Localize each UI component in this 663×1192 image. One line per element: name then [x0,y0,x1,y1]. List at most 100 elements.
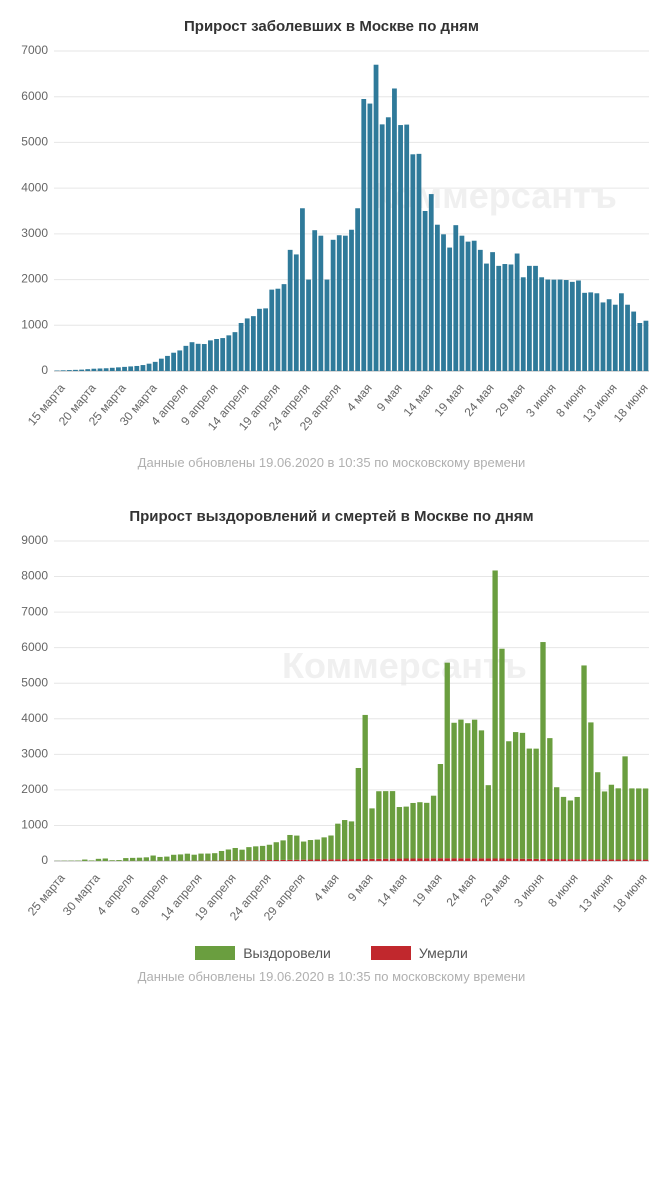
bar [533,266,538,371]
bar [499,859,504,861]
bar [141,365,146,371]
bar [613,305,618,371]
bar [383,859,388,861]
bar [490,252,495,371]
x-tick-label: 4 мая [311,871,342,904]
bar [159,359,164,371]
bar [637,323,642,371]
chart-recov-deaths: Прирост выздоровлений и смертей в Москве… [0,498,663,984]
bar [315,860,320,861]
bar [205,854,210,861]
x-tick-label: 9 мая [345,871,376,904]
legend-item-deaths: Умерли [371,945,468,961]
chart-cases-plot: Коммерсантъ 0100020003000400050006000700… [12,45,651,377]
bar [417,802,422,858]
x-tick-label: 4 мая [344,381,375,414]
legend-swatch-deaths [371,946,411,960]
bar [301,860,306,861]
bar [245,318,250,371]
bar [616,788,621,859]
bar [533,749,538,859]
legend: Выздоровели Умерли [12,945,651,961]
legend-label-deaths: Умерли [419,945,468,961]
bar [356,768,361,859]
bar [547,738,552,859]
bar [369,859,374,861]
bar [342,820,347,859]
bar [643,788,648,859]
bar [325,280,330,371]
bar [609,785,614,860]
bar [318,236,323,371]
chart-cases-title: Прирост заболевших в Москве по дням [12,18,651,35]
bar [499,649,504,859]
bar [594,293,599,371]
bar [445,663,450,859]
bar [486,785,491,858]
bar [581,859,586,861]
bar [287,860,292,861]
bar [447,248,452,371]
bar [404,859,409,861]
bar [509,264,514,371]
bar [61,370,66,371]
bar [607,299,612,371]
bar [602,791,607,859]
chart-cases-svg: 01000200030004000500060007000 [12,45,651,377]
bar [445,858,450,861]
bar [300,208,305,371]
bar [602,859,607,861]
y-tick-label: 7000 [21,604,48,618]
y-tick-label: 4000 [21,180,48,194]
bar [214,339,219,371]
x-tick-label: 29 мая [477,871,512,909]
bar [506,859,511,861]
bar [629,860,634,861]
bar [570,282,575,371]
y-tick-label: 1000 [21,818,48,832]
bar [301,842,306,860]
bar [219,851,224,861]
bar [315,840,320,860]
bar [208,340,213,371]
bar [520,733,525,859]
bar [458,858,463,861]
bar [335,824,340,860]
bar [144,857,149,861]
bar [558,280,563,371]
bar [520,859,525,861]
bar [539,277,544,371]
bar [226,335,231,371]
bar [453,225,458,371]
bar [79,370,84,371]
bar [246,860,251,861]
chart-cases: Прирост заболевших в Москве по дням Комм… [0,8,663,470]
chart-recov-deaths-plot: Коммерсантъ 0100020003000400050006000700… [12,535,651,867]
x-tick-label: 19 мая [431,381,466,419]
chart-recov-deaths-title: Прирост выздоровлений и смертей в Москве… [12,508,651,525]
bar [308,860,313,861]
bar [185,854,190,861]
bar [643,860,648,861]
bar [308,840,313,860]
bar [128,366,133,371]
bar [380,124,385,371]
legend-item-recovered: Выздоровели [195,945,331,961]
bar [465,858,470,861]
bar [458,720,463,859]
bar [398,125,403,371]
bar [253,846,258,860]
bar [554,787,559,859]
bar [337,235,342,371]
bar [85,369,90,371]
bar [356,859,361,861]
bar [153,362,158,371]
bar [492,570,497,858]
bar [321,837,326,859]
bar [390,859,395,861]
bar [220,338,225,371]
bar [134,366,139,371]
bar [410,154,415,371]
bar [122,367,127,371]
bar [67,370,72,371]
